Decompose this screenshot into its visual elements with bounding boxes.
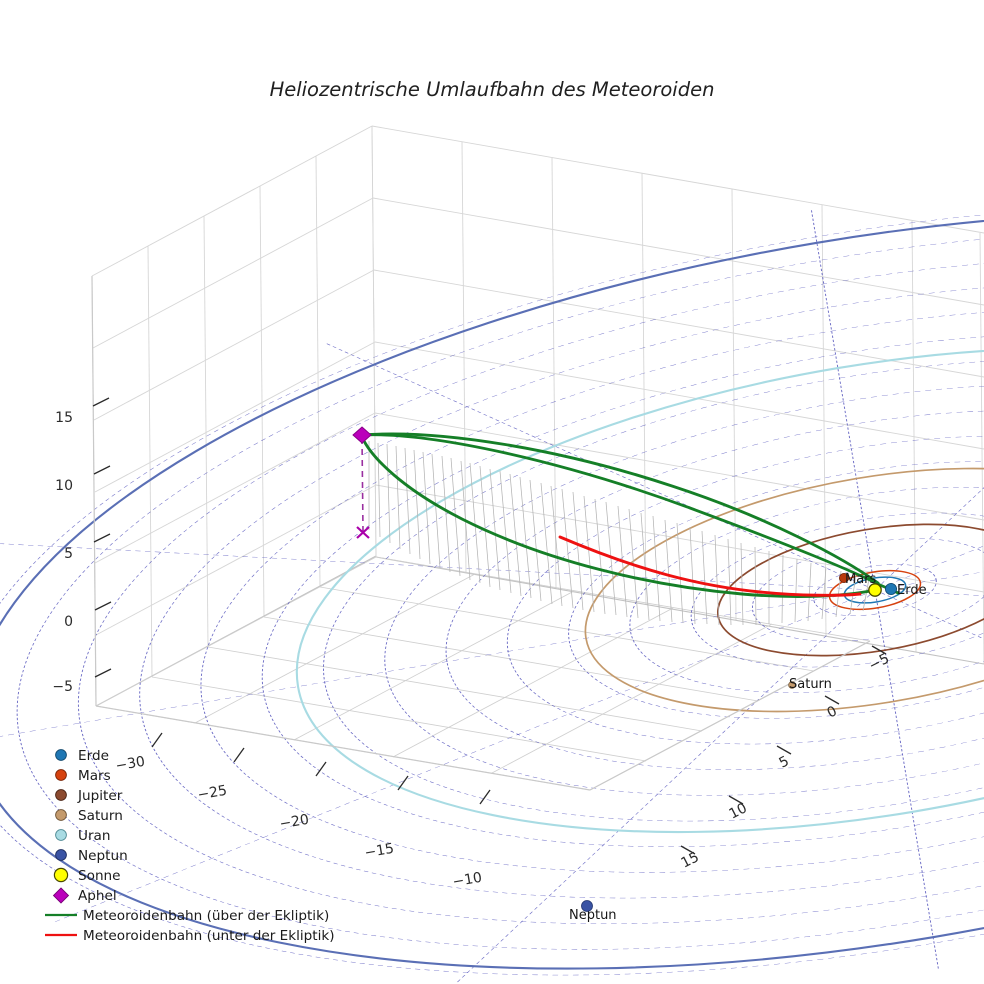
marker-mars[interactable] xyxy=(839,573,850,584)
celestial-bodies xyxy=(581,573,898,912)
x-tick-label: −20 xyxy=(278,812,310,833)
aphel-group xyxy=(352,426,372,539)
z-tick-label: 10 xyxy=(55,478,73,494)
legend-marker-uran xyxy=(55,829,67,841)
legend-label-aphel: Aphel xyxy=(78,888,117,904)
marker-sonne[interactable] xyxy=(868,583,882,597)
legend-marker-saturn xyxy=(55,809,67,821)
tick-labels-x: −30 −25 −20 −15 −10 xyxy=(114,754,483,891)
aphel-projection-x-icon xyxy=(356,526,370,539)
axes-panes xyxy=(91,125,984,791)
legend-marker-sonne xyxy=(53,867,69,883)
legend-label-erde: Erde xyxy=(78,748,109,764)
orbit-neptun xyxy=(0,210,984,970)
tick-labels-z: 15 10 5 0 −5 xyxy=(52,410,73,695)
legend-label-saturn: Saturn xyxy=(78,808,123,824)
legend-label-sonne: Sonne xyxy=(78,868,121,884)
ecliptic-polar-grid xyxy=(0,178,984,984)
meteoroid-path-red xyxy=(558,535,862,597)
orbit-jupiter xyxy=(717,523,984,657)
orbit-uran xyxy=(295,346,984,834)
aphel-diamond-icon xyxy=(352,426,372,444)
legend-marker-aphel-diamond-icon xyxy=(52,887,70,904)
marker-erde[interactable] xyxy=(885,583,898,596)
label-mars: Mars xyxy=(845,572,877,587)
z-tick-label: −5 xyxy=(52,679,73,695)
label-saturn: Saturn xyxy=(789,677,832,692)
legend-label-meteoroid-below: Meteoroidenbahn (unter der Ekliptik) xyxy=(83,928,335,944)
axis-spines xyxy=(91,275,871,791)
y-axis-spine xyxy=(589,640,871,791)
legend-label-mars: Mars xyxy=(78,768,111,784)
orbit-saturn xyxy=(584,467,984,713)
legend-label-uran: Uran xyxy=(78,828,110,844)
legend: Erde Mars Jupiter Saturn Uran Neptun Son… xyxy=(45,748,335,944)
body-labels: Erde Mars Saturn Neptun xyxy=(569,572,927,923)
pane-left-wall xyxy=(91,125,380,707)
pane-right-wall xyxy=(371,125,984,665)
y-tick-label: 5 xyxy=(777,753,792,771)
y-tick-label: 10 xyxy=(727,800,750,822)
y-tick-label: 15 xyxy=(679,849,702,871)
x-tick-label: −10 xyxy=(451,870,483,891)
x-tick-label: −15 xyxy=(363,841,395,862)
meteoroid-orbit-traced xyxy=(360,432,882,598)
z-tick-label: 5 xyxy=(64,546,73,562)
marker-saturn[interactable] xyxy=(788,681,796,689)
legend-label-neptun: Neptun xyxy=(78,848,128,864)
label-erde: Erde xyxy=(897,583,927,598)
legend-marker-jupiter xyxy=(55,789,67,801)
y-tick-label: 0 xyxy=(825,703,840,721)
meteoroid-drop-lines xyxy=(368,441,870,626)
z-tick-label: 0 xyxy=(64,614,73,630)
legend-marker-mars xyxy=(55,769,67,781)
legend-marker-neptun xyxy=(55,849,67,861)
y-axis-ticks xyxy=(680,645,887,855)
meteoroid-path-green-upper xyxy=(360,432,880,585)
legend-label-meteoroid-above: Meteoroidenbahn (über der Ekliptik) xyxy=(83,908,329,924)
page-title: Heliozentrische Umlaufbahn des Meteoroid… xyxy=(270,78,715,101)
x-tick-label: −30 xyxy=(114,754,146,775)
planet-orbits xyxy=(0,210,984,970)
tick-labels-y: −5 0 5 10 15 xyxy=(679,651,892,872)
aphel-projection-line xyxy=(361,437,364,532)
x-axis-ticks xyxy=(151,732,491,805)
meteoroid-orbit xyxy=(360,433,900,595)
legend-label-jupiter: Jupiter xyxy=(77,788,123,804)
orbit-mars xyxy=(828,569,922,611)
legend-marker-erde xyxy=(55,749,67,761)
meteoroid-path-green-lower xyxy=(360,435,882,598)
x-tick-label: −25 xyxy=(196,783,228,804)
x-axis-spine xyxy=(95,705,591,791)
meteoroid-orbit-above-ecliptic xyxy=(360,433,900,595)
marker-neptun[interactable] xyxy=(581,900,593,912)
z-axis-spine xyxy=(91,275,97,707)
z-axis-ticks xyxy=(92,397,112,678)
z-tick-label: 15 xyxy=(55,410,73,426)
label-neptun: Neptun xyxy=(569,908,617,923)
